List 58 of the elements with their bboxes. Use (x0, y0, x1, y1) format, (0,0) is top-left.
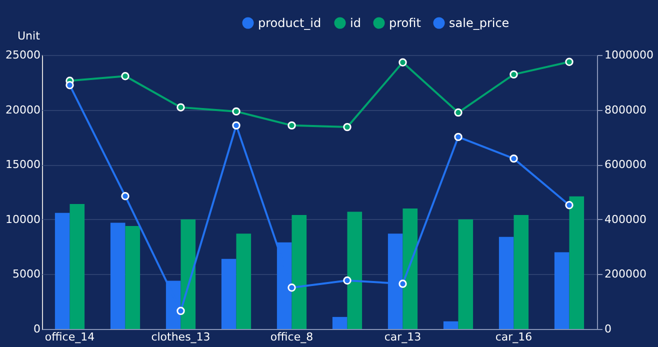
point (565, 58, 574, 66)
y2-tick-label: 0 (604, 322, 612, 336)
bar (125, 226, 140, 329)
point (121, 192, 130, 200)
y2-tick-label: 400000 (604, 212, 646, 226)
point (454, 108, 462, 117)
point (232, 121, 240, 130)
y2-tick-label: 800000 (604, 103, 646, 116)
x-tick-label: car_13 (384, 330, 422, 344)
y-tick-label: 0 (34, 322, 40, 336)
bar (458, 219, 474, 329)
point (288, 284, 296, 292)
y-tick-label: 5000 (12, 268, 40, 281)
y-tick-label: 20000 (6, 103, 40, 116)
point (343, 122, 352, 132)
point (398, 280, 407, 288)
point (121, 72, 130, 80)
x-tick-label: clothes_13 (151, 330, 210, 344)
bar (70, 204, 85, 329)
point (176, 306, 185, 316)
bar (110, 222, 126, 329)
y2-tick-label: 600000 (604, 158, 646, 172)
bar (498, 236, 514, 329)
bar (347, 212, 362, 329)
y-tick-label: 15000 (6, 158, 40, 172)
legend-label: sale_price (449, 16, 510, 30)
bar (443, 321, 458, 329)
legend-label: product_id (258, 16, 322, 30)
point (565, 201, 574, 210)
legend-label: profit (389, 16, 422, 30)
point (66, 81, 74, 90)
bar (292, 215, 307, 329)
y2-tick-label: 200000 (604, 268, 646, 281)
point (343, 276, 352, 285)
bar (332, 316, 348, 329)
bar (402, 208, 418, 329)
y2-tick-label: 1000000 (604, 48, 654, 62)
point (454, 132, 462, 142)
point (176, 103, 185, 112)
y-tick-label: 10000 (6, 212, 40, 226)
bar (221, 258, 236, 329)
x-tick-label: office_8 (270, 330, 314, 344)
y-tick-label: 25000 (6, 48, 40, 62)
bar (554, 252, 570, 329)
bar (514, 215, 529, 329)
point (398, 58, 407, 66)
bar (569, 196, 584, 329)
x-tick-label: office_14 (44, 330, 95, 344)
point (510, 154, 518, 163)
y-axis-title: Unit (18, 30, 41, 42)
bar (54, 212, 70, 329)
bar (180, 219, 196, 329)
bar (236, 234, 252, 329)
point (510, 70, 518, 79)
point (288, 121, 296, 130)
point (232, 107, 240, 116)
legend-label: id (350, 16, 361, 30)
x-tick-label: car_16 (495, 330, 532, 344)
